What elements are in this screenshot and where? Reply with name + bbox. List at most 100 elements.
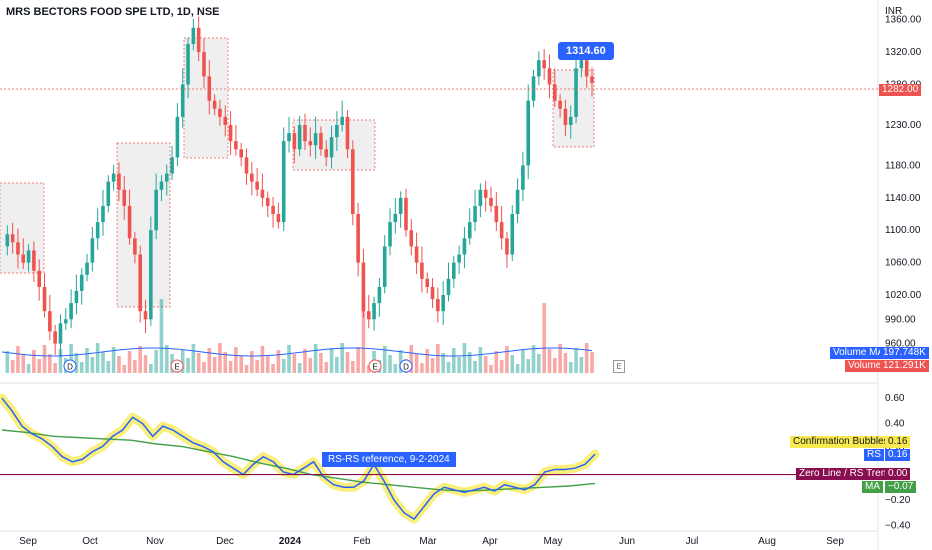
time-tick-label: May <box>544 536 563 547</box>
volume-bar <box>537 354 541 373</box>
candle-body <box>473 205 477 223</box>
candle-body <box>223 116 228 125</box>
candle-body <box>21 254 26 263</box>
bubbles-value: 0.16 <box>885 436 911 448</box>
volume-bar <box>5 351 10 373</box>
volume-value: 121.291K <box>880 360 929 372</box>
volume-bar <box>218 343 222 373</box>
volume-bar <box>393 364 398 373</box>
candle-body <box>388 222 392 247</box>
candle-body <box>356 214 360 263</box>
volume-bar <box>239 356 243 373</box>
candle-body <box>170 157 174 174</box>
price-tick-label: 1360.00 <box>885 15 922 26</box>
volume-bar <box>542 303 546 373</box>
candle-body <box>568 116 573 125</box>
candle-body <box>111 173 116 182</box>
volume-bar <box>133 360 137 373</box>
price-tick-label: 990.00 <box>885 314 916 325</box>
ma-value: −0.07 <box>885 481 917 493</box>
candle-body <box>234 141 238 150</box>
volume-bar <box>265 355 270 373</box>
rs-label: RS <box>864 449 884 461</box>
candle-body <box>574 68 578 117</box>
currency-label[interactable]: INR <box>885 6 903 17</box>
volume-bar <box>159 299 164 373</box>
candle-body <box>143 311 148 320</box>
candle-body <box>366 311 371 320</box>
volume-bar <box>207 348 212 373</box>
dividend-marker: D <box>63 359 77 373</box>
earnings-marker: E <box>170 359 184 373</box>
volume-bar <box>489 365 493 373</box>
volume-bar <box>436 344 440 373</box>
candle-body <box>122 189 127 206</box>
candle-body <box>467 222 472 239</box>
candle-body <box>335 124 339 138</box>
candle-body <box>106 181 111 206</box>
volume-bar <box>462 343 467 373</box>
candle-body <box>489 197 493 206</box>
candle-body <box>287 133 291 142</box>
price-tick-label: 1320.00 <box>885 47 922 58</box>
volume-bar <box>345 352 350 373</box>
rs-reference-annotation[interactable]: RS-RS reference, 9-2-2024 <box>322 452 456 467</box>
volume-bar <box>340 343 344 373</box>
volume-bar <box>69 344 73 373</box>
candle-body <box>547 68 552 85</box>
candle-body <box>452 262 456 279</box>
volume-bar <box>568 362 573 373</box>
rs-tick-label: −0.40 <box>885 520 911 531</box>
volume-bar <box>521 350 525 373</box>
candle-body <box>265 197 270 206</box>
time-tick-label: Jul <box>686 536 699 547</box>
time-tick-label: Mar <box>419 536 437 547</box>
candle-body <box>377 286 382 304</box>
volume-bar <box>452 348 456 373</box>
candle-body <box>319 133 323 150</box>
time-tick-label: Sep <box>826 536 844 547</box>
candle-body <box>218 108 222 117</box>
candle-body <box>531 76 536 101</box>
volume-bar <box>32 350 36 373</box>
volume-bar <box>164 345 169 373</box>
candle-body <box>48 311 52 332</box>
candle-body <box>95 222 100 239</box>
candle-body <box>404 197 408 231</box>
volume-ma-line <box>1 347 593 357</box>
volume-bar <box>467 352 472 373</box>
candle-body <box>446 278 451 295</box>
time-tick-label: Apr <box>482 536 498 547</box>
volume-bar <box>478 347 483 373</box>
volume-bar <box>287 345 291 373</box>
volume-bar <box>425 349 430 373</box>
volume-bar <box>202 362 206 373</box>
volume-bar <box>143 355 148 373</box>
candle-body <box>409 230 414 247</box>
svg-text:D: D <box>67 363 73 372</box>
candle-body <box>228 124 233 142</box>
candle-body <box>196 27 201 53</box>
candle-body <box>515 189 520 215</box>
volume-bar <box>531 345 536 373</box>
candle-body <box>345 116 350 150</box>
volume-bar <box>26 364 31 373</box>
candle-body <box>37 270 42 287</box>
volume-bar <box>398 350 403 373</box>
volume-bar <box>234 347 238 373</box>
volume-bar <box>37 359 42 373</box>
volume-bar <box>457 357 461 373</box>
candle-body <box>505 238 509 255</box>
last-price-tag: 1282.00 <box>879 84 922 96</box>
earnings-marker-upcoming[interactable]: E <box>613 360 625 373</box>
rs-tick-label: 0.40 <box>885 419 905 430</box>
volume-bar <box>48 354 52 373</box>
volume-bar <box>563 353 568 373</box>
volume-bar <box>180 349 185 373</box>
candle-body <box>521 165 525 190</box>
volume-bar <box>149 364 153 373</box>
volume-bar <box>186 358 190 373</box>
candle-body <box>308 141 313 146</box>
candle-body <box>63 319 68 324</box>
